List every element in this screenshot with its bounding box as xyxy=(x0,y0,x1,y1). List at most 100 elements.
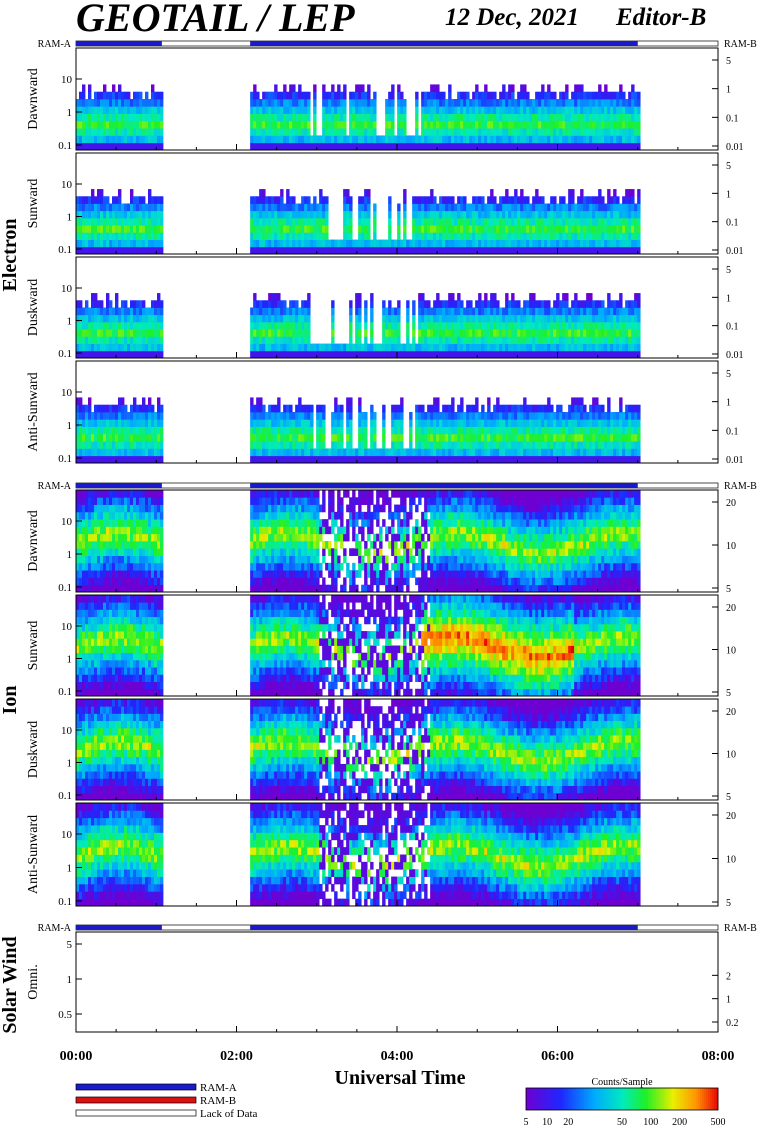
spectrogram-cell xyxy=(511,433,515,442)
spectrogram-cell xyxy=(607,91,611,100)
spectrogram-cell xyxy=(319,210,323,219)
spectrogram-cell xyxy=(397,84,401,93)
spectrogram-cell xyxy=(307,404,311,413)
spectrogram-cell xyxy=(157,106,161,114)
spectrogram-cell xyxy=(523,217,527,226)
spectrogram-cell xyxy=(556,293,560,301)
spectrogram-cell xyxy=(619,135,623,144)
spectrogram-cell xyxy=(283,336,287,344)
spectrogram-cell xyxy=(502,232,506,240)
spectrogram-cell xyxy=(265,99,269,107)
spectrogram-cell xyxy=(265,412,269,420)
spectrogram-cell xyxy=(352,113,356,122)
spectrogram-cell xyxy=(442,455,446,464)
spectrogram-cell xyxy=(616,210,620,219)
spectrogram-cell xyxy=(301,239,305,248)
spectrogram-cell xyxy=(283,448,287,457)
spectrogram-cell xyxy=(442,142,446,151)
spectrogram-cell xyxy=(586,135,590,144)
spectrogram-cell xyxy=(451,128,455,136)
spectrogram-cell xyxy=(619,321,623,330)
spectrogram-cell xyxy=(457,217,461,226)
spectrogram-cell xyxy=(304,300,308,308)
spectrogram-cell xyxy=(286,217,290,226)
spectrogram-cell xyxy=(442,314,446,323)
spectrogram-cell xyxy=(121,300,125,308)
spectrogram-cell xyxy=(610,239,614,248)
spectrogram-cell xyxy=(589,448,593,457)
spectrogram-cell xyxy=(355,293,359,301)
spectrogram-cell xyxy=(88,113,92,122)
spectrogram-cell xyxy=(628,113,632,122)
spectrogram-cell xyxy=(502,113,506,122)
spectrogram-cell xyxy=(160,239,164,248)
spectrogram-cell xyxy=(76,246,80,255)
spectrogram-cell xyxy=(481,314,485,323)
spectrogram-cell xyxy=(133,455,137,464)
spectrogram-cell xyxy=(337,404,341,413)
spectrogram-cell xyxy=(361,113,365,122)
spectrogram-cell xyxy=(82,135,86,144)
spectrogram-cell xyxy=(553,113,557,122)
spectrogram-cell xyxy=(253,113,257,122)
spectrogram-cell xyxy=(586,455,590,464)
spectrogram-cell xyxy=(574,336,578,344)
spectrogram-cell xyxy=(259,128,263,136)
spectrogram-cell xyxy=(268,99,272,107)
spectrogram-cell xyxy=(520,419,524,427)
spectrogram-cell xyxy=(367,203,371,212)
spectrogram-cell xyxy=(346,196,350,204)
spectrogram-cell xyxy=(286,412,290,420)
spectrogram-cell xyxy=(448,307,452,316)
spectrogram-cell xyxy=(583,433,587,442)
spectrogram-cell xyxy=(484,343,488,352)
spectrogram-cell xyxy=(274,225,278,233)
spectrogram-cell xyxy=(331,455,335,464)
spectrogram-cell xyxy=(256,232,260,240)
spectrogram-cell xyxy=(250,412,254,420)
spectrogram-cell xyxy=(133,397,137,406)
spectrogram-cell xyxy=(559,210,563,219)
spectrogram-cell xyxy=(490,113,494,122)
spectrogram-cell xyxy=(325,135,329,144)
spectrogram-cell xyxy=(310,412,314,420)
spectrogram-cell xyxy=(511,99,515,107)
spectrogram-cell xyxy=(412,314,416,323)
spectrogram-cell xyxy=(160,300,164,308)
spectrogram-cell xyxy=(544,106,548,114)
spectrogram-cell xyxy=(499,99,503,107)
spectrogram-cell xyxy=(622,336,626,344)
spectrogram-cell xyxy=(442,232,446,240)
spectrogram-cell xyxy=(589,128,593,136)
spectrogram-cell xyxy=(568,203,572,212)
spectrogram-cell xyxy=(511,142,515,151)
spectrogram-cell xyxy=(331,106,335,114)
spectrogram-cell xyxy=(451,448,455,457)
spectrogram-cell xyxy=(91,419,95,427)
spectrogram-cell xyxy=(625,135,629,144)
spectrogram-cell xyxy=(367,448,371,457)
spectrogram-cell xyxy=(454,314,458,323)
spectrogram-cell xyxy=(511,350,515,359)
spectrogram-cell xyxy=(148,128,152,136)
spectrogram-cell xyxy=(97,343,101,352)
spectrogram-cell xyxy=(307,120,311,129)
spectrogram-cell xyxy=(622,307,626,316)
spectrogram-cell xyxy=(160,232,164,240)
spectrogram-cell xyxy=(463,91,467,100)
spectrogram-cell xyxy=(406,336,410,344)
spectrogram-cell xyxy=(562,448,566,457)
spectrogram-cell xyxy=(97,570,101,578)
spectrogram-cell xyxy=(529,232,533,240)
spectrogram-cell xyxy=(571,412,575,420)
spectrogram-cell xyxy=(568,321,572,330)
spectrogram-cell xyxy=(253,135,257,144)
spectrogram-cell xyxy=(628,246,632,255)
spectrogram-cell xyxy=(604,225,608,233)
spectrogram-cell xyxy=(85,448,89,457)
spectrogram-cell xyxy=(439,307,443,316)
spectrogram-cell xyxy=(355,307,359,316)
spectrogram-cell xyxy=(382,419,386,427)
y-left-tick-label: 0.1 xyxy=(58,244,72,256)
spectrogram-cell xyxy=(91,300,95,308)
